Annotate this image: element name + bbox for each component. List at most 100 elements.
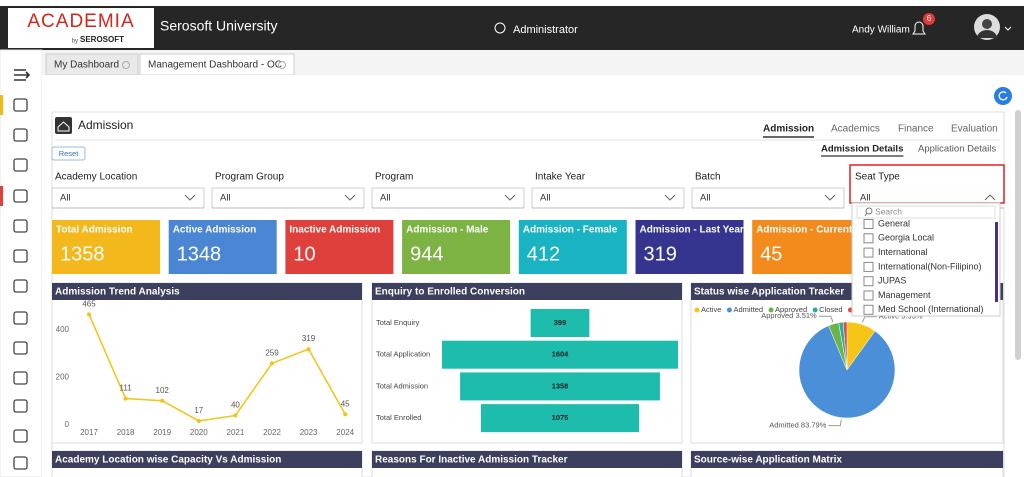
tab-close[interactable]	[122, 61, 130, 69]
filter-value: All	[60, 193, 71, 204]
data-label: Approved 3.51%	[761, 311, 817, 320]
home-icon-box	[55, 117, 72, 134]
chevron	[344, 194, 356, 201]
kpi-label: Total Admission	[56, 225, 133, 236]
legend-dot	[726, 307, 732, 313]
dropdown-option[interactable]: Georgia Local	[878, 233, 934, 243]
filter-label: Program	[375, 172, 413, 183]
filter-select[interactable]	[691, 187, 845, 209]
funnel-bar	[480, 404, 640, 433]
kpi-label: Admission - Male	[406, 225, 489, 236]
tab-close[interactable]	[278, 61, 286, 69]
filter-label: Academy Location	[55, 172, 137, 183]
kpi-card	[635, 220, 744, 274]
dropdown-option[interactable]: International	[878, 247, 928, 257]
chart-title-bar	[372, 283, 682, 300]
sub-tab[interactable]: Admission Details	[821, 144, 903, 155]
kpi-card	[168, 220, 277, 274]
panel-title: Reasons For Inactive Admission Tracker	[375, 455, 568, 466]
leader-line	[828, 419, 842, 427]
filter-select[interactable]	[211, 187, 365, 209]
data-label: 1075	[552, 413, 569, 422]
filter-label: Seat Type	[855, 172, 900, 183]
nav-icon[interactable]	[13, 279, 28, 293]
line-point	[233, 413, 238, 418]
option-checkbox[interactable]	[863, 261, 874, 272]
x-tick-label: 2018	[117, 428, 135, 437]
filter-select[interactable]	[51, 187, 205, 209]
avatar-body	[977, 30, 997, 38]
sub-tab[interactable]: Application Details	[918, 144, 996, 155]
nav-icon[interactable]	[13, 249, 28, 263]
section-title: Admission	[78, 118, 133, 132]
chart-card	[51, 282, 363, 444]
x-tick-label: 2023	[300, 428, 318, 437]
data-label: 102	[156, 386, 170, 395]
leader-line	[861, 316, 877, 323]
kpi-card	[52, 220, 160, 274]
x-tick-label: 2020	[190, 428, 208, 437]
data-label: 259	[265, 348, 279, 357]
nav-icon[interactable]	[13, 429, 28, 443]
nav-tab[interactable]: Evaluation	[951, 124, 998, 135]
data-label: 45	[341, 399, 350, 408]
dropdown-option[interactable]: Management	[878, 290, 931, 300]
nav-icon[interactable]	[13, 219, 28, 233]
user-name: Andy William	[852, 25, 910, 36]
nav-icon[interactable]	[13, 311, 28, 325]
nav-tab[interactable]: Finance	[898, 124, 934, 135]
data-label: 17	[194, 406, 203, 415]
dropdown-option[interactable]: Med School (International)	[878, 304, 984, 314]
dropdown-option[interactable]: International(Non-Filipino)	[878, 261, 982, 271]
nav-icon[interactable]	[13, 189, 28, 203]
data-label: 40	[231, 401, 240, 410]
nav-tab[interactable]: Admission	[763, 124, 814, 135]
search-icon-handle	[864, 212, 868, 217]
dropdown-search[interactable]	[856, 205, 996, 219]
reset-button[interactable]	[51, 146, 86, 161]
option-checkbox[interactable]	[863, 276, 874, 287]
dropdown-option[interactable]: General	[878, 218, 910, 228]
option-checkbox[interactable]	[863, 233, 874, 244]
nav-icon[interactable]	[13, 98, 28, 112]
filter-value: All	[700, 193, 711, 204]
filter-select[interactable]	[371, 187, 525, 209]
nav-icon[interactable]	[13, 158, 28, 172]
refresh-button[interactable]	[994, 87, 1012, 105]
active-marker	[0, 186, 3, 206]
category-label: Total Application	[376, 350, 430, 359]
filter-value: All	[540, 193, 551, 204]
search-icon	[865, 207, 873, 215]
option-checkbox[interactable]	[863, 304, 874, 315]
kpi-card	[752, 220, 861, 274]
line-point	[306, 347, 311, 352]
kpi-card	[402, 220, 511, 274]
kpi-value: 1358	[60, 243, 105, 265]
option-checkbox[interactable]	[863, 290, 874, 301]
filter-select[interactable]	[531, 187, 685, 209]
legend-dot	[694, 307, 700, 313]
nav-icon[interactable]	[13, 341, 28, 355]
logo-by: by	[72, 39, 78, 45]
legend-dot	[812, 307, 818, 313]
nav-icon[interactable]	[13, 456, 28, 470]
sidebar	[0, 49, 43, 477]
line-point	[343, 412, 348, 417]
option-checkbox[interactable]	[863, 247, 874, 258]
bell-icon[interactable]	[912, 21, 926, 35]
chart-title: Status wise Application Tracker	[694, 287, 844, 298]
chart-title: Admission Trend Analysis	[55, 287, 180, 298]
option-checkbox[interactable]	[863, 219, 874, 229]
menu-icon[interactable]	[14, 69, 31, 81]
nav-icon[interactable]	[13, 128, 28, 142]
nav-tab[interactable]: Academics	[831, 124, 880, 135]
x-tick-label: 2017	[80, 428, 98, 437]
kpi-label: Admission - Current Year	[756, 225, 876, 236]
nav-icon[interactable]	[13, 371, 28, 385]
dropdown-option[interactable]: JUPAS	[878, 276, 906, 286]
nav-icon[interactable]	[13, 399, 28, 413]
notification-badge[interactable]	[923, 13, 935, 25]
line-point	[196, 418, 201, 423]
filter-value: All	[860, 193, 871, 204]
kpi-card	[285, 220, 394, 274]
